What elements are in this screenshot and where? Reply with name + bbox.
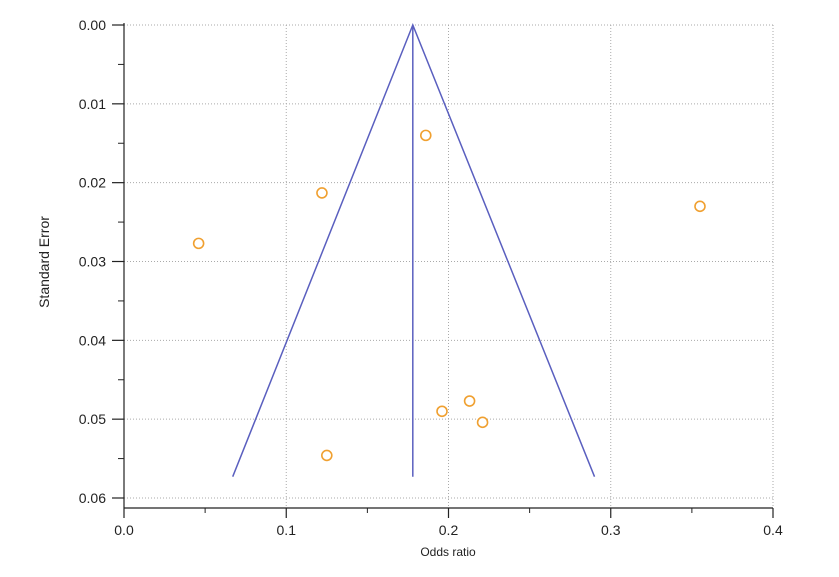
y-tick-label: 0.04 bbox=[79, 332, 106, 348]
study-point bbox=[316, 187, 328, 199]
study-point bbox=[463, 395, 476, 407]
y-tick-label: 0.03 bbox=[79, 254, 106, 270]
study-point bbox=[321, 449, 333, 462]
study-point bbox=[192, 237, 205, 250]
x-tick-label: 0.4 bbox=[763, 522, 783, 538]
study-point bbox=[436, 405, 448, 418]
x-axis-ticks: 0.0 0.1 0.2 0.3 0.4 bbox=[114, 508, 783, 538]
y-tick-label: 0.00 bbox=[79, 17, 106, 33]
x-tick-label: 0.3 bbox=[601, 522, 621, 538]
study-point bbox=[419, 129, 432, 142]
y-tick-label: 0.06 bbox=[79, 490, 106, 506]
x-tick-label: 0.1 bbox=[277, 522, 297, 538]
y-tick-label: 0.02 bbox=[79, 175, 106, 191]
y-axis-title: Standard Error bbox=[36, 216, 52, 308]
x-tick-label: 0.2 bbox=[439, 522, 459, 538]
y-tick-label: 0.01 bbox=[79, 96, 106, 112]
x-axis-title: Odds ratio bbox=[420, 545, 476, 559]
study-points bbox=[192, 129, 706, 462]
funnel-boundary bbox=[232, 22, 596, 477]
study-point bbox=[694, 200, 706, 213]
x-tick-label: 0.0 bbox=[114, 522, 134, 538]
study-point bbox=[476, 416, 489, 429]
y-tick-label: 0.05 bbox=[79, 411, 106, 427]
funnel-lines bbox=[232, 22, 596, 477]
y-axis-ticks: 0.00 0.01 0.02 0.03 0.04 0.05 0.06 bbox=[79, 17, 124, 506]
grid-lines bbox=[124, 24, 774, 508]
